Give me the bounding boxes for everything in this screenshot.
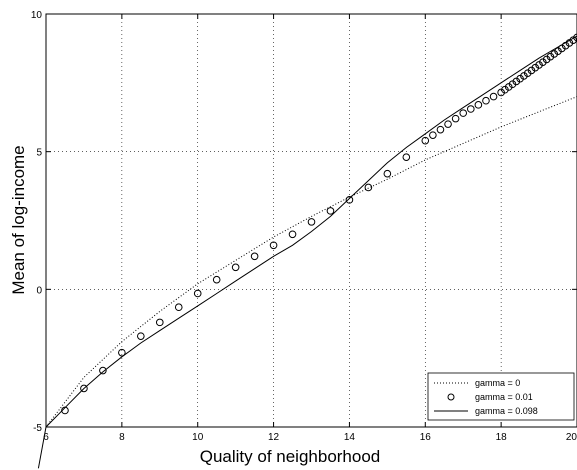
axis-frame bbox=[45, 13, 577, 428]
data-point-gamma-001 bbox=[474, 101, 483, 109]
data-point-gamma-001 bbox=[482, 96, 490, 105]
data-point-gamma-001 bbox=[512, 77, 521, 86]
data-point-gamma-001 bbox=[345, 196, 354, 204]
x-tick-label: 16 bbox=[420, 432, 432, 443]
y-tick-label: 5 bbox=[36, 148, 42, 159]
data-point-gamma-001 bbox=[429, 131, 437, 139]
data-point-gamma-001 bbox=[539, 58, 547, 66]
x-tick-label: 20 bbox=[566, 432, 577, 443]
legend-box bbox=[427, 372, 575, 421]
data-point-gamma-001 bbox=[527, 66, 536, 75]
x-tick-label: 12 bbox=[268, 432, 280, 443]
x-axis-label: Quality of neighborhood bbox=[200, 447, 381, 466]
x-ticks: 6 8 10 12 14 16 18 20 bbox=[43, 14, 577, 443]
data-point-gamma-001 bbox=[326, 207, 335, 215]
legend-label-gamma-0098: gamma = 0.098 bbox=[475, 406, 538, 416]
data-point-gamma-001 bbox=[531, 63, 540, 72]
data-point-gamma-001 bbox=[459, 109, 468, 117]
data-point-gamma-001 bbox=[516, 74, 524, 83]
data-point-gamma-001 bbox=[155, 318, 164, 327]
data-point-gamma-001 bbox=[508, 80, 517, 89]
data-point-gamma-001 bbox=[307, 218, 316, 226]
data-point-gamma-001 bbox=[444, 120, 452, 128]
data-point-gamma-001 bbox=[501, 85, 509, 94]
data-point-gamma-001 bbox=[542, 55, 551, 64]
data-point-gamma-001 bbox=[451, 114, 460, 123]
data-point-gamma-001 bbox=[520, 72, 528, 80]
data-point-gamma-001 bbox=[80, 384, 88, 393]
data-point-gamma-001 bbox=[523, 69, 532, 77]
data-point-gamma-001 bbox=[364, 183, 373, 192]
data-point-gamma-001 bbox=[288, 230, 297, 239]
data-point-gamma-001 bbox=[137, 332, 145, 340]
legend-label-gamma-0: gamma = 0 bbox=[475, 378, 520, 388]
series-layer bbox=[37, 33, 577, 469]
data-point-gamma-001 bbox=[269, 241, 278, 250]
data-point-gamma-001 bbox=[550, 50, 559, 58]
data-point-gamma-001 bbox=[174, 303, 183, 312]
legend-label-gamma-001: gamma = 0.01 bbox=[475, 392, 533, 402]
y-tick-label: 10 bbox=[31, 10, 43, 21]
data-point-gamma-001 bbox=[99, 366, 107, 375]
grid-lines bbox=[46, 14, 577, 427]
data-point-gamma-001 bbox=[535, 61, 543, 69]
data-point-gamma-001 bbox=[231, 263, 240, 272]
series-line-gamma-0098 bbox=[37, 35, 577, 469]
data-point-gamma-001 bbox=[193, 289, 202, 298]
data-point-gamma-001 bbox=[421, 136, 430, 145]
series-line-gamma-0 bbox=[46, 96, 577, 427]
plot-border bbox=[45, 13, 577, 428]
data-point-gamma-001 bbox=[467, 105, 475, 113]
y-ticks: -5 0 5 10 bbox=[31, 10, 577, 434]
data-point-gamma-001 bbox=[118, 348, 126, 357]
data-point-gamma-001 bbox=[402, 153, 411, 161]
data-point-gamma-001 bbox=[436, 125, 445, 134]
data-point-gamma-001 bbox=[383, 169, 392, 178]
data-point-gamma-001 bbox=[250, 252, 259, 261]
x-tick-label: 8 bbox=[119, 432, 125, 443]
data-point-gamma-001 bbox=[504, 83, 513, 91]
data-point-gamma-001 bbox=[497, 88, 505, 97]
legend-swatch-circle bbox=[447, 393, 455, 401]
y-tick-label: -5 bbox=[33, 423, 42, 434]
data-point-gamma-001 bbox=[212, 275, 221, 284]
x-tick-label: 14 bbox=[344, 432, 356, 443]
data-point-gamma-001 bbox=[554, 47, 562, 55]
legend: gamma = 0 gamma = 0.01 gamma = 0.098 bbox=[427, 372, 575, 421]
y-tick-label: 0 bbox=[36, 285, 42, 296]
y-axis-label: Mean of log-income bbox=[9, 145, 28, 294]
x-tick-label: 6 bbox=[43, 432, 49, 443]
data-point-gamma-001 bbox=[565, 39, 574, 47]
data-point-gamma-001 bbox=[489, 92, 498, 101]
x-tick-label: 18 bbox=[496, 432, 508, 443]
x-tick-label: 10 bbox=[192, 432, 204, 443]
data-point-gamma-001 bbox=[546, 52, 555, 61]
